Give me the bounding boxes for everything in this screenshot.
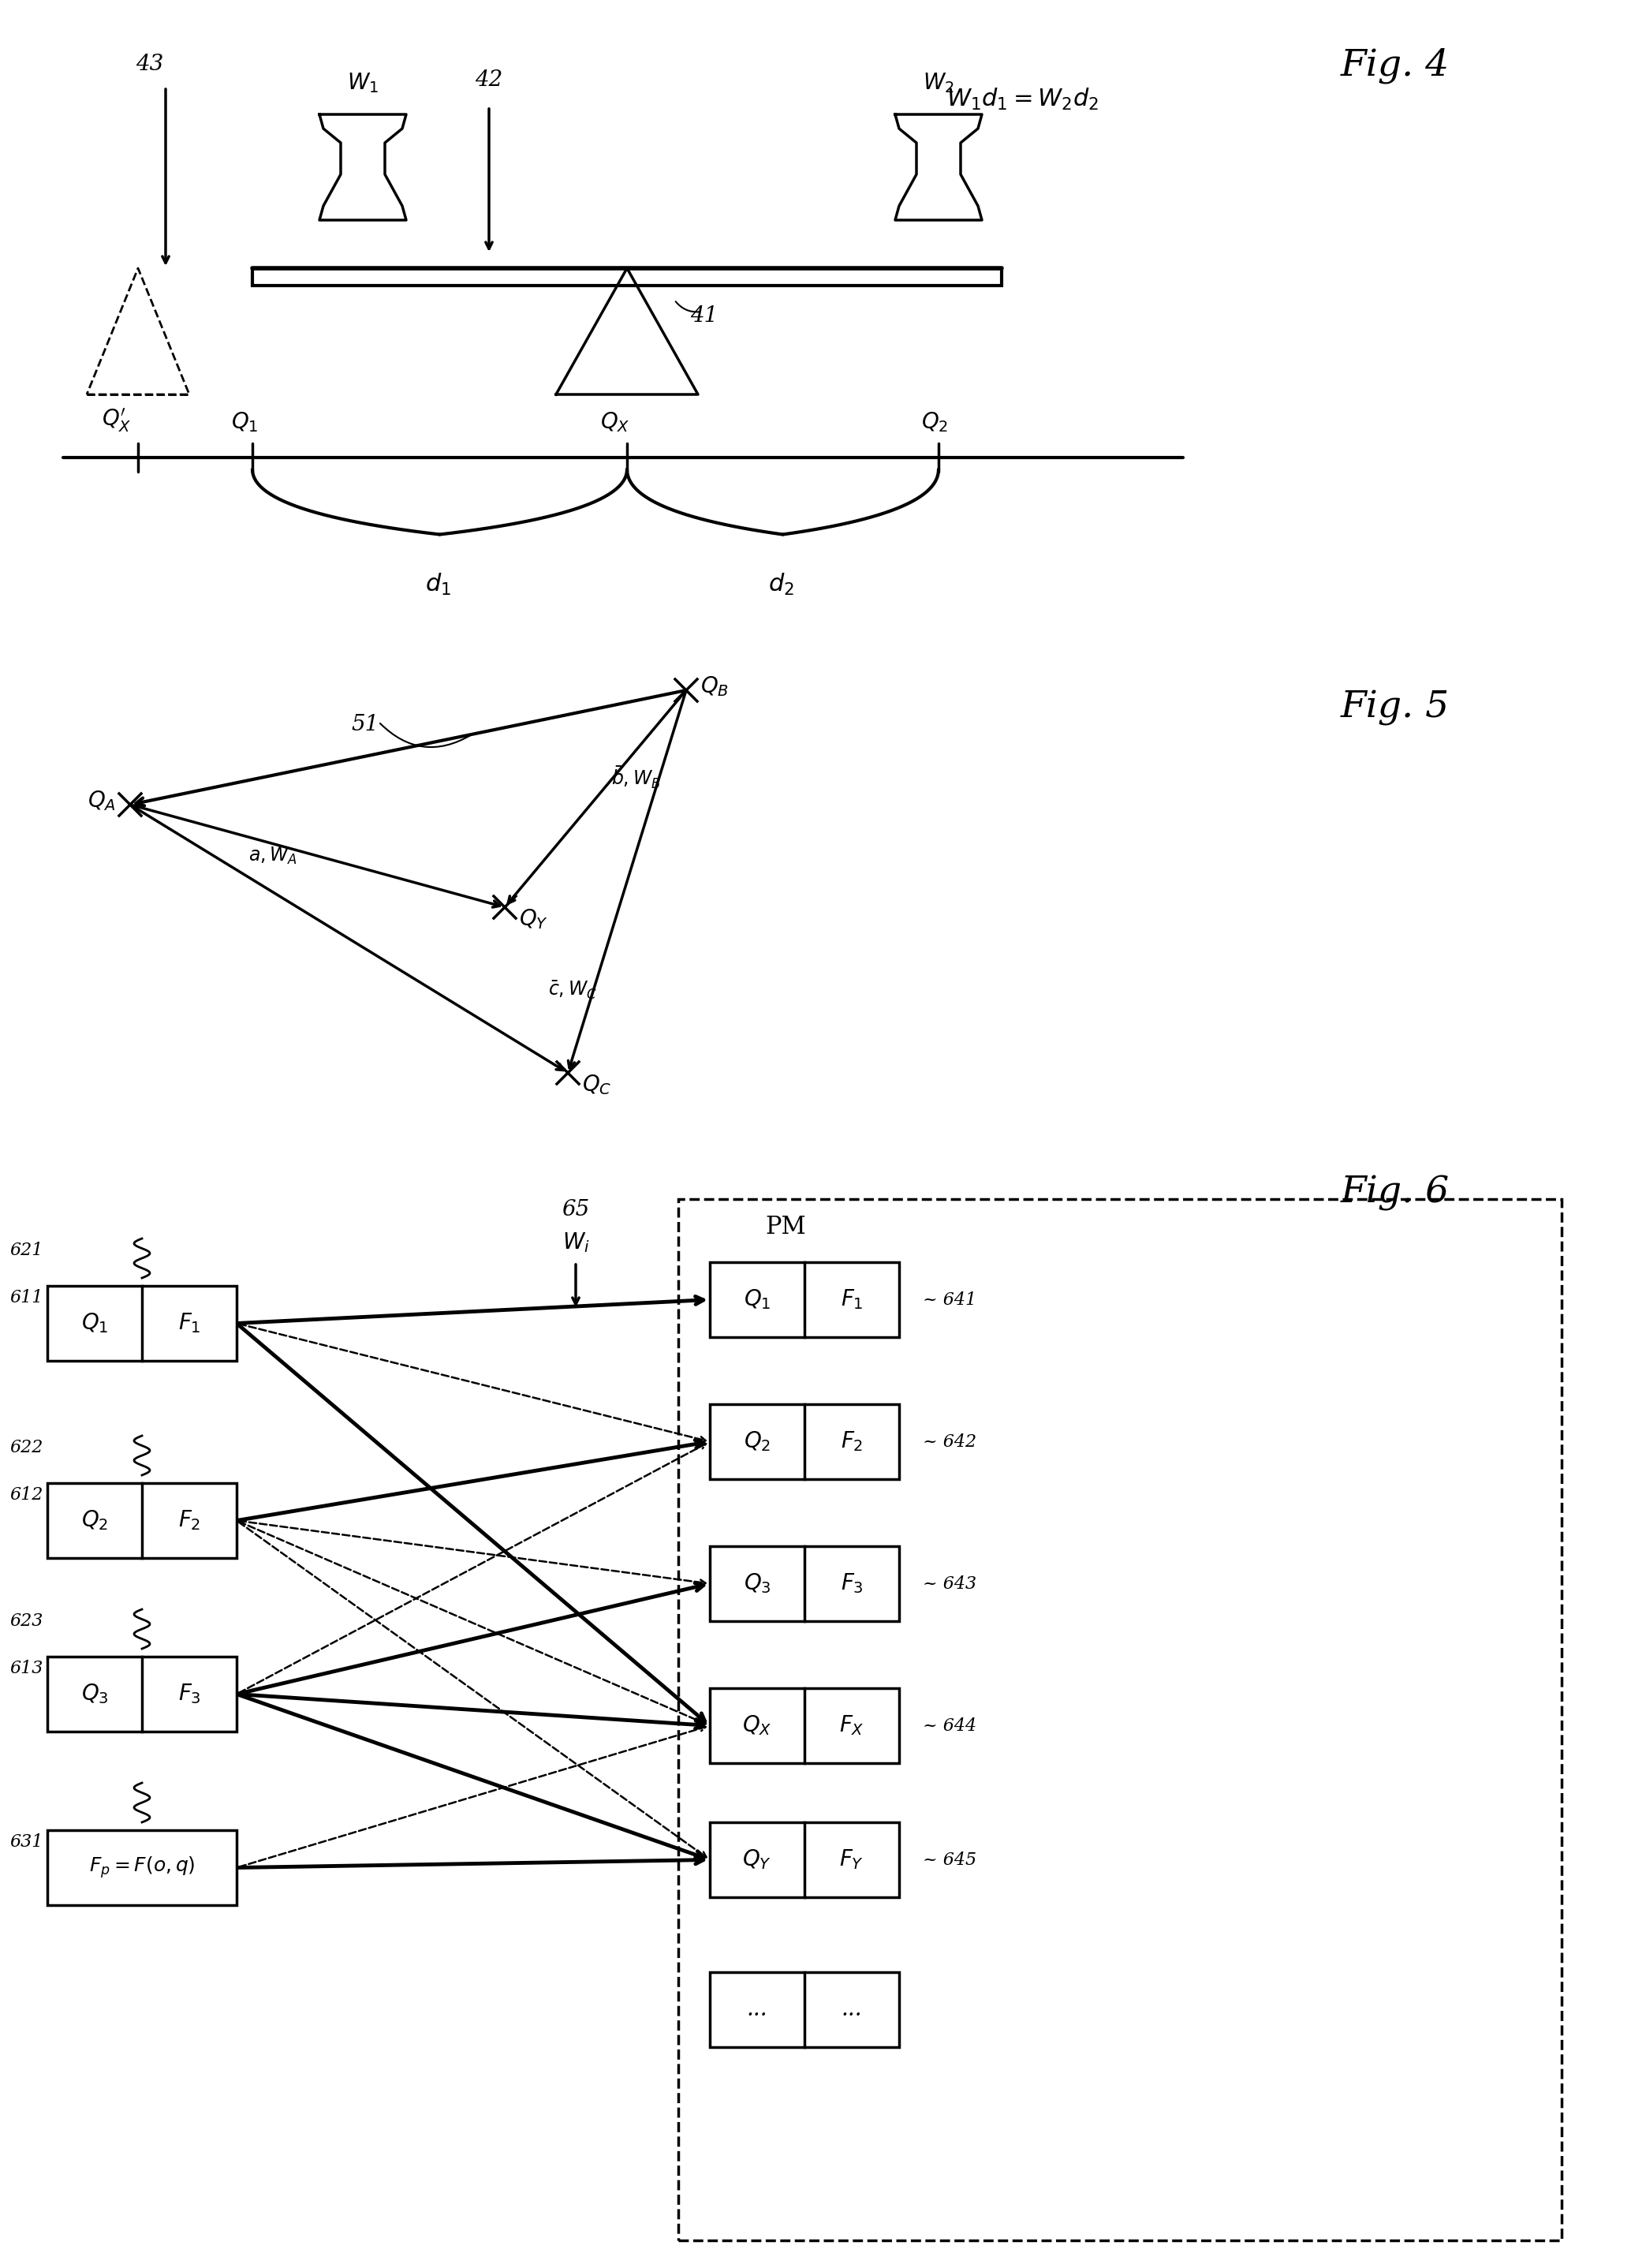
Text: $F_3$: $F_3$	[840, 1572, 863, 1594]
Text: Fig. 6: Fig. 6	[1341, 1175, 1450, 1211]
Text: $Q_A$: $Q_A$	[88, 789, 116, 812]
Text: $W_1d_1 = W_2d_2$: $W_1d_1 = W_2d_2$	[946, 86, 1099, 111]
Text: PM: PM	[765, 1216, 806, 1238]
Text: ~ 643: ~ 643	[923, 1574, 977, 1592]
Bar	[47, 1483, 236, 1558]
Text: 621: 621	[10, 1241, 44, 1259]
Text: $F_Y$: $F_Y$	[840, 1848, 864, 1871]
Text: ~ 642: ~ 642	[923, 1433, 977, 1449]
Polygon shape	[895, 113, 982, 220]
Text: 613: 613	[10, 1660, 44, 1676]
Bar	[47, 1830, 236, 1905]
Text: $Q_Y$: $Q_Y$	[519, 907, 548, 930]
Text: ~ 641: ~ 641	[923, 1290, 977, 1309]
Text: 622: 622	[10, 1438, 44, 1456]
Text: $F_2$: $F_2$	[178, 1508, 201, 1533]
Text: ~ 645: ~ 645	[923, 1851, 977, 1869]
Text: 51: 51	[351, 714, 378, 735]
Bar	[709, 1547, 899, 1622]
Text: $F_X$: $F_X$	[840, 1715, 864, 1737]
Bar	[709, 1687, 899, 1762]
Bar	[709, 1404, 899, 1479]
Text: $Q_2$: $Q_2$	[922, 411, 948, 433]
Text: $Q_3$: $Q_3$	[744, 1572, 771, 1594]
Text: $Q_1$: $Q_1$	[232, 411, 258, 433]
Bar	[678, 1200, 1561, 2241]
Text: $W_2$: $W_2$	[923, 70, 954, 95]
Text: 41: 41	[690, 304, 718, 327]
Bar	[709, 1973, 899, 2048]
Text: $Q_X$: $Q_X$	[600, 411, 630, 433]
Text: ...: ...	[842, 1998, 863, 2021]
Text: $W_1$: $W_1$	[347, 70, 378, 95]
Text: $Q_2$: $Q_2$	[744, 1429, 770, 1454]
Text: $Q_1$: $Q_1$	[744, 1288, 771, 1311]
Text: 42: 42	[475, 70, 502, 91]
Text: $a, W_A$: $a, W_A$	[250, 846, 298, 866]
Bar	[253, 268, 1001, 286]
Text: $Q_B$: $Q_B$	[700, 674, 729, 699]
Text: 623: 623	[10, 1613, 44, 1631]
Text: $d_2$: $d_2$	[768, 572, 794, 596]
Text: $F_2$: $F_2$	[840, 1429, 863, 1454]
Text: $W_i$: $W_i$	[563, 1232, 589, 1254]
Text: $Q_1$: $Q_1$	[82, 1311, 108, 1336]
Text: $F_p = F(o,q)$: $F_p = F(o,q)$	[88, 1855, 196, 1880]
Text: $Q_{X}'$: $Q_{X}'$	[101, 406, 132, 433]
Text: $\bar{b}, W_B$: $\bar{b}, W_B$	[612, 767, 661, 792]
Bar	[47, 1656, 236, 1730]
Bar	[709, 1821, 899, 1898]
Text: 611: 611	[10, 1288, 44, 1306]
Text: 43: 43	[135, 54, 163, 75]
Text: $F_1$: $F_1$	[840, 1288, 863, 1311]
Bar	[709, 1263, 899, 1338]
Text: 612: 612	[10, 1486, 44, 1504]
Text: $F_3$: $F_3$	[178, 1683, 201, 1706]
Text: 631: 631	[10, 1833, 44, 1851]
Text: ...: ...	[747, 1998, 768, 2021]
Polygon shape	[556, 268, 698, 395]
Text: $Q_Y$: $Q_Y$	[742, 1848, 771, 1871]
Text: $d_1$: $d_1$	[424, 572, 450, 596]
Text: 65: 65	[561, 1200, 590, 1220]
Polygon shape	[320, 113, 406, 220]
Text: Fig. 4: Fig. 4	[1341, 48, 1450, 84]
Text: Fig. 5: Fig. 5	[1341, 689, 1450, 726]
Text: ~ 644: ~ 644	[923, 1717, 977, 1735]
Bar	[47, 1286, 236, 1361]
Text: $Q_X$: $Q_X$	[742, 1715, 771, 1737]
Text: $F_1$: $F_1$	[178, 1311, 201, 1336]
Text: $Q_3$: $Q_3$	[82, 1683, 108, 1706]
Text: $\bar{c}, W_C$: $\bar{c}, W_C$	[548, 980, 597, 1000]
Text: $Q_2$: $Q_2$	[82, 1508, 108, 1533]
Text: $Q_C$: $Q_C$	[582, 1073, 612, 1095]
